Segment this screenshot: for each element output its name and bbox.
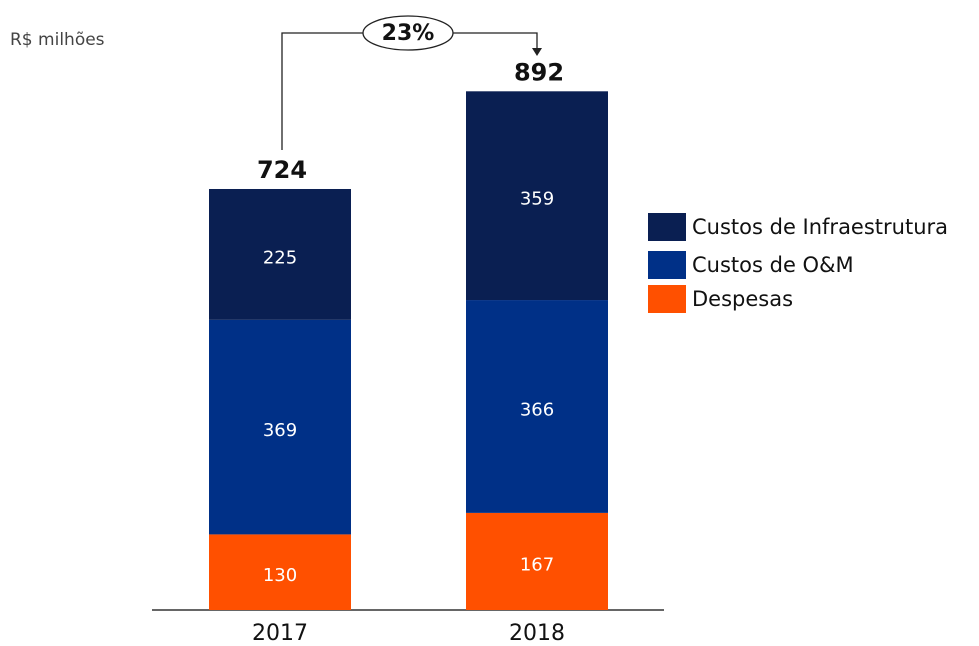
bar-segment [209,319,351,535]
legend-label: Custos de O&M [692,253,854,277]
arrow-head [532,48,542,56]
chart-subtitle: R$ milhões [10,30,105,50]
growth-annotation: 23% [281,15,542,150]
growth-bubble [362,15,454,51]
growth-label: 23% [382,21,435,46]
legend-label: Despesas [692,287,793,311]
legend-swatch [648,213,686,241]
x-tick-label: 2018 [509,621,565,646]
segment-label: 225 [263,247,297,268]
legend-label: Custos de Infraestrutura [692,215,948,239]
segment-label: 359 [520,189,554,210]
x-tick-label: 2017 [252,621,308,646]
bar-segment [466,512,608,610]
connector [453,32,538,50]
bar-segment [209,534,351,610]
total-label: 724 [257,156,307,184]
bar-segment [209,188,351,320]
segment-label: 366 [520,399,554,420]
legend-swatch [648,285,686,313]
segment-label: 369 [263,420,297,441]
segment-label: 130 [263,565,297,586]
bar-segment [466,300,608,513]
connector [281,32,363,150]
bar-segment [466,91,608,301]
segment-label: 167 [520,554,554,575]
legend-swatch [648,251,686,279]
total-label: 892 [514,58,564,86]
